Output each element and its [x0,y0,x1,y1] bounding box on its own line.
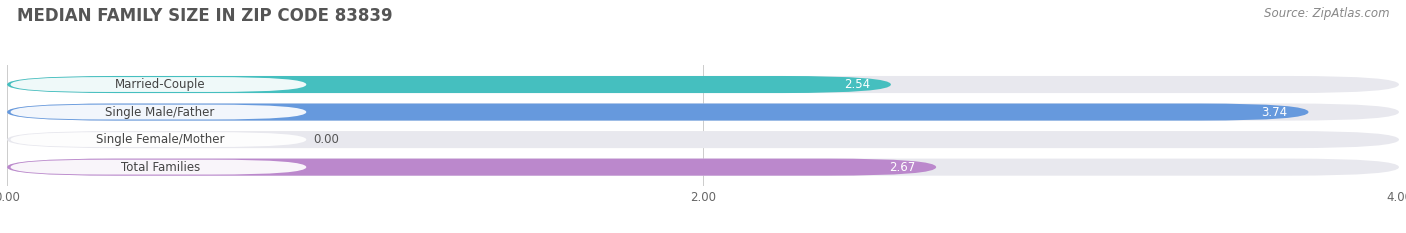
Text: 3.74: 3.74 [1261,106,1288,119]
Text: Total Families: Total Families [121,161,200,174]
Text: 2.54: 2.54 [844,78,870,91]
FancyBboxPatch shape [7,76,891,93]
FancyBboxPatch shape [7,159,1399,176]
Text: Married-Couple: Married-Couple [115,78,205,91]
Text: Single Male/Father: Single Male/Father [105,106,215,119]
FancyBboxPatch shape [7,103,1399,121]
FancyBboxPatch shape [7,103,1309,121]
Text: Single Female/Mother: Single Female/Mother [96,133,225,146]
Text: 0.00: 0.00 [314,133,339,146]
FancyBboxPatch shape [10,160,307,175]
Text: MEDIAN FAMILY SIZE IN ZIP CODE 83839: MEDIAN FAMILY SIZE IN ZIP CODE 83839 [17,7,392,25]
FancyBboxPatch shape [10,105,307,120]
FancyBboxPatch shape [7,159,936,176]
FancyBboxPatch shape [10,132,307,147]
Text: Source: ZipAtlas.com: Source: ZipAtlas.com [1264,7,1389,20]
FancyBboxPatch shape [7,131,1399,148]
Text: 2.67: 2.67 [889,161,915,174]
FancyBboxPatch shape [7,76,1399,93]
FancyBboxPatch shape [10,77,307,92]
